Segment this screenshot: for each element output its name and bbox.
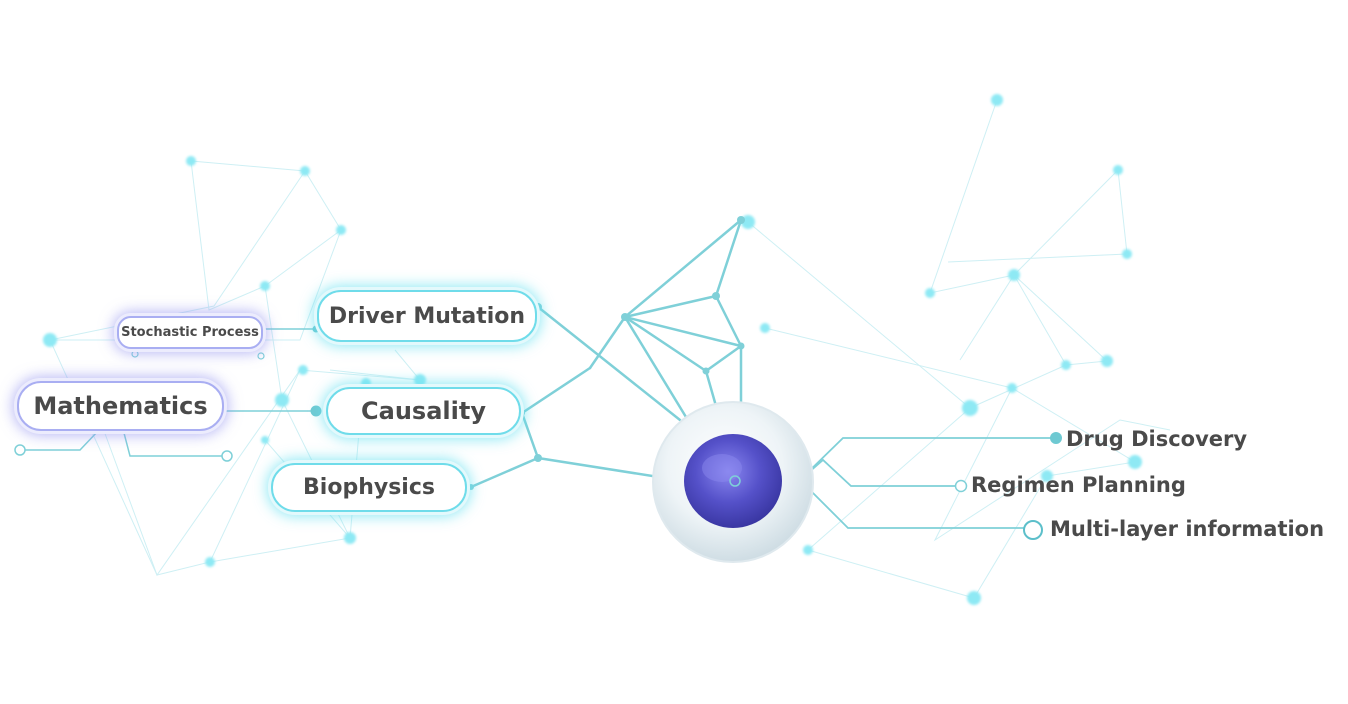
network-dots <box>43 94 1142 605</box>
mathematics-node[interactable]: Mathematics <box>17 381 224 431</box>
driver-mutation-node[interactable]: Driver Mutation <box>317 290 537 342</box>
causality-node[interactable]: Causality <box>326 387 521 435</box>
biophysics-node[interactable]: Biophysics <box>271 463 467 512</box>
multi-layer-terminal <box>1023 520 1043 540</box>
stochastic-process-node[interactable]: Stochastic Process <box>117 316 263 349</box>
drug-discovery-terminal <box>1050 432 1062 444</box>
driver-mutation-label: Driver Mutation <box>328 303 526 329</box>
cell-icon <box>652 401 814 563</box>
multi-layer-information-label[interactable]: Multi-layer information <box>1050 517 1325 541</box>
regimen-planning-label[interactable]: Regimen Planning <box>971 473 1186 497</box>
biophysics-label: Biophysics <box>303 475 435 500</box>
regimen-planning-terminal <box>954 479 968 493</box>
left-leader-dots <box>14 325 322 462</box>
causality-label: Causality <box>361 397 486 425</box>
stochastic-process-label: Stochastic Process <box>121 325 259 340</box>
right-leader-terminals <box>954 432 1062 540</box>
background-network-left <box>49 160 422 577</box>
drug-discovery-label[interactable]: Drug Discovery <box>1066 427 1248 451</box>
mathematics-label: Mathematics <box>33 392 208 420</box>
